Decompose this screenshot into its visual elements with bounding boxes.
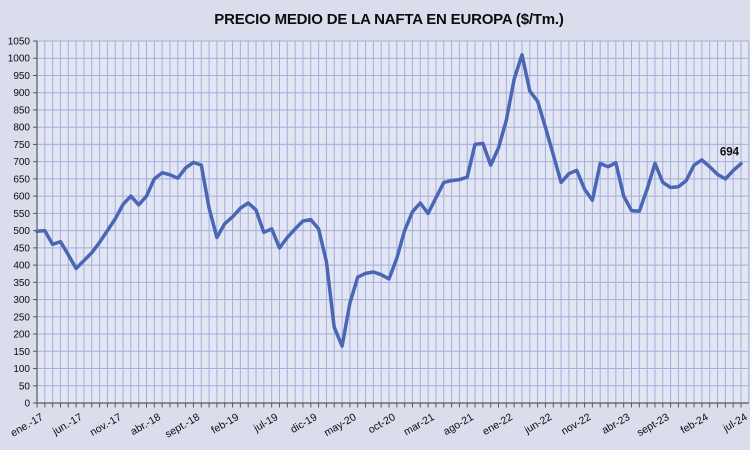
y-tick-label: 500 (13, 226, 30, 237)
y-tick-label: 300 (13, 295, 30, 306)
y-tick-label: 650 (13, 174, 30, 185)
y-tick-label: 250 (13, 312, 30, 323)
y-tick-label: 850 (13, 105, 30, 116)
y-tick-label: 750 (13, 140, 30, 151)
y-tick-label: 700 (13, 157, 30, 168)
x-axis (36, 402, 749, 408)
y-tick-label: 100 (13, 364, 30, 375)
y-tick-label: 50 (19, 381, 31, 392)
y-tick-label: 950 (13, 71, 30, 82)
y-tick-label: 150 (13, 347, 30, 358)
y-axis-tick-labels: 0 50 100 150 200 250 300 350 400 450 500 550 600 650 7… (8, 37, 31, 410)
y-tick-label: 1000 (8, 54, 31, 65)
y-tick-label: 350 (13, 278, 30, 289)
y-tick-label: 800 (13, 123, 30, 134)
y-tick-label: 200 (13, 330, 30, 341)
y-tick-label: 0 (24, 399, 30, 410)
y-tick-label: 900 (13, 88, 30, 99)
y-tick-label: 450 (13, 243, 30, 254)
plot-area-background (37, 41, 749, 403)
price-line-series (35, 53, 743, 348)
horizontal-gridlines (37, 40, 749, 387)
chart-title: PRECIO MEDIO DE LA NAFTA EN EUROPA ($/Tm… (214, 11, 564, 28)
last-value-data-label: 694 (720, 147, 740, 159)
y-tick-label: 400 (13, 261, 30, 272)
y-tick-label: 600 (13, 192, 30, 203)
y-tick-label: 550 (13, 209, 30, 220)
vertical-gridlines (36, 41, 750, 403)
y-axis (33, 40, 38, 404)
y-tick-label: 1050 (8, 37, 31, 48)
